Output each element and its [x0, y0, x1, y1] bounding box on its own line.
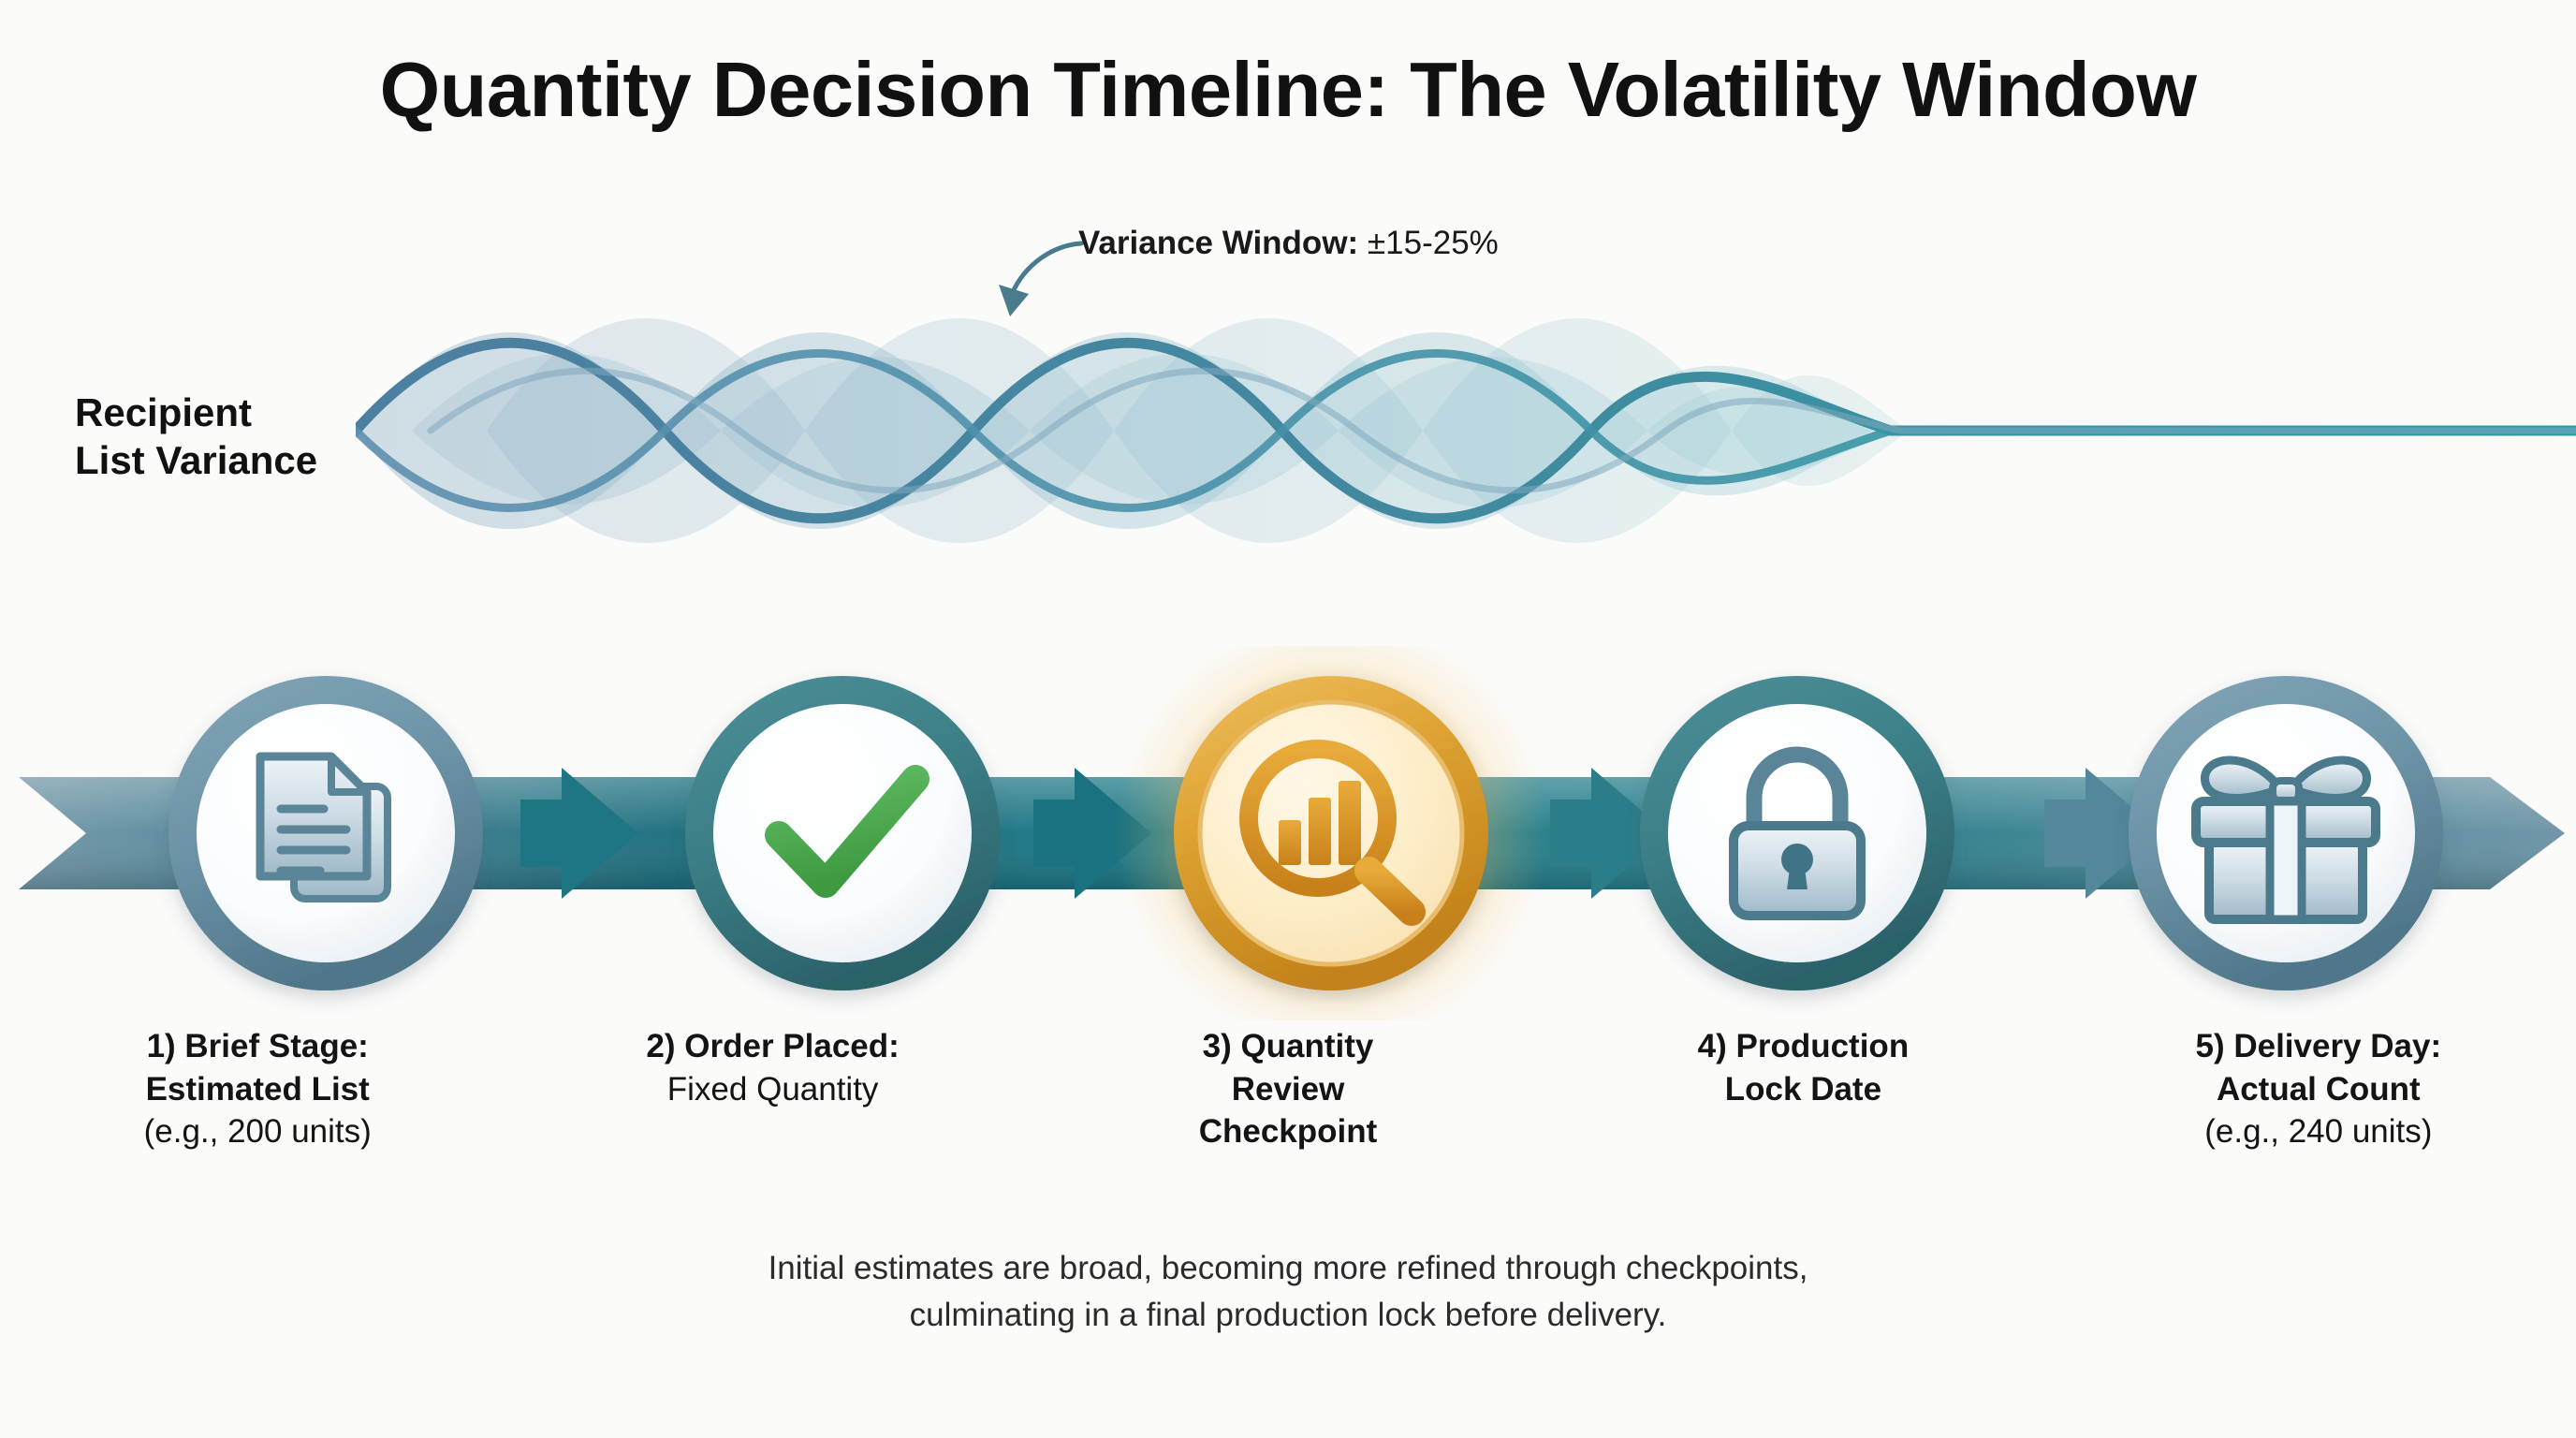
- caption-line: 2) Order Placed:: [646, 1028, 900, 1064]
- caption-line: 3) Quantity: [1202, 1028, 1374, 1064]
- page-title: Quantity Decision Timeline: The Volatili…: [379, 46, 2197, 133]
- caption-line: (e.g., 240 units): [2204, 1113, 2433, 1150]
- variance-callout-value: ±15-25%: [1358, 225, 1499, 261]
- wave-line-tertiary: [427, 367, 2576, 494]
- caption-line: Review: [1231, 1070, 1345, 1108]
- timeline-node-5[interactable]: [2129, 676, 2443, 990]
- step-caption-1: 1) Brief Stage: Estimated List (e.g., 20…: [0, 1025, 515, 1153]
- footer-line-1: Initial estimates are broad, becoming mo…: [768, 1250, 1808, 1286]
- documents-icon: [256, 752, 391, 902]
- wave-band-3: [487, 318, 2576, 543]
- caption-line: Estimated List: [145, 1070, 370, 1108]
- wave-label-line-1: Recipient: [75, 390, 253, 434]
- variance-window-callout: Variance Window: ±15-25%: [1078, 225, 1499, 262]
- wave-line-primary: [356, 337, 2576, 524]
- gift-box-icon: [2191, 756, 2380, 924]
- step-caption-4: 4) Production Lock Date: [1545, 1025, 2060, 1153]
- timeline-node-4[interactable]: [1640, 676, 1954, 990]
- footer-caption: Initial estimates are broad, becoming mo…: [492, 1245, 2084, 1338]
- caption-line: Fixed Quantity: [666, 1070, 879, 1108]
- variance-callout-label: Variance Window:: [1078, 225, 1359, 261]
- wave-axis-label: Recipient List Variance: [75, 389, 317, 484]
- timeline-node-2[interactable]: [685, 676, 1000, 990]
- check-mark-icon: [765, 765, 929, 898]
- lock-icon: [1729, 746, 1866, 920]
- footer-line-2: culminating in a final production lock b…: [909, 1296, 1667, 1333]
- magnifier-bar-chart-icon: [1239, 740, 1426, 926]
- step-captions: 1) Brief Stage: Estimated List (e.g., 20…: [0, 1025, 2576, 1153]
- timeline-node-1[interactable]: [168, 676, 483, 990]
- wave-line-secondary: [356, 349, 2576, 512]
- caption-line: Checkpoint: [1198, 1113, 1378, 1150]
- caption-line: 1) Brief Stage:: [146, 1028, 369, 1064]
- caption-line: Actual Count: [2216, 1070, 2421, 1108]
- caption-line: (e.g., 200 units): [143, 1113, 372, 1150]
- caption-line: 5) Delivery Day:: [2195, 1028, 2442, 1064]
- timeline-node-3[interactable]: [1114, 646, 1548, 1020]
- chevron-group: [520, 768, 2162, 899]
- step-caption-2: 2) Order Placed: Fixed Quantity: [515, 1025, 1030, 1153]
- step-caption-5: 5) Delivery Day: Actual Count (e.g., 240…: [2061, 1025, 2576, 1153]
- step-caption-3: 3) Quantity Review Checkpoint: [1031, 1025, 1545, 1153]
- wave-label-line-2: List Variance: [75, 438, 318, 483]
- variance-wave-chart: [356, 318, 2576, 543]
- timeline-row: [19, 646, 2565, 1020]
- caption-line: Lock Date: [1724, 1070, 1882, 1108]
- caption-line: 4) Production: [1697, 1028, 1910, 1064]
